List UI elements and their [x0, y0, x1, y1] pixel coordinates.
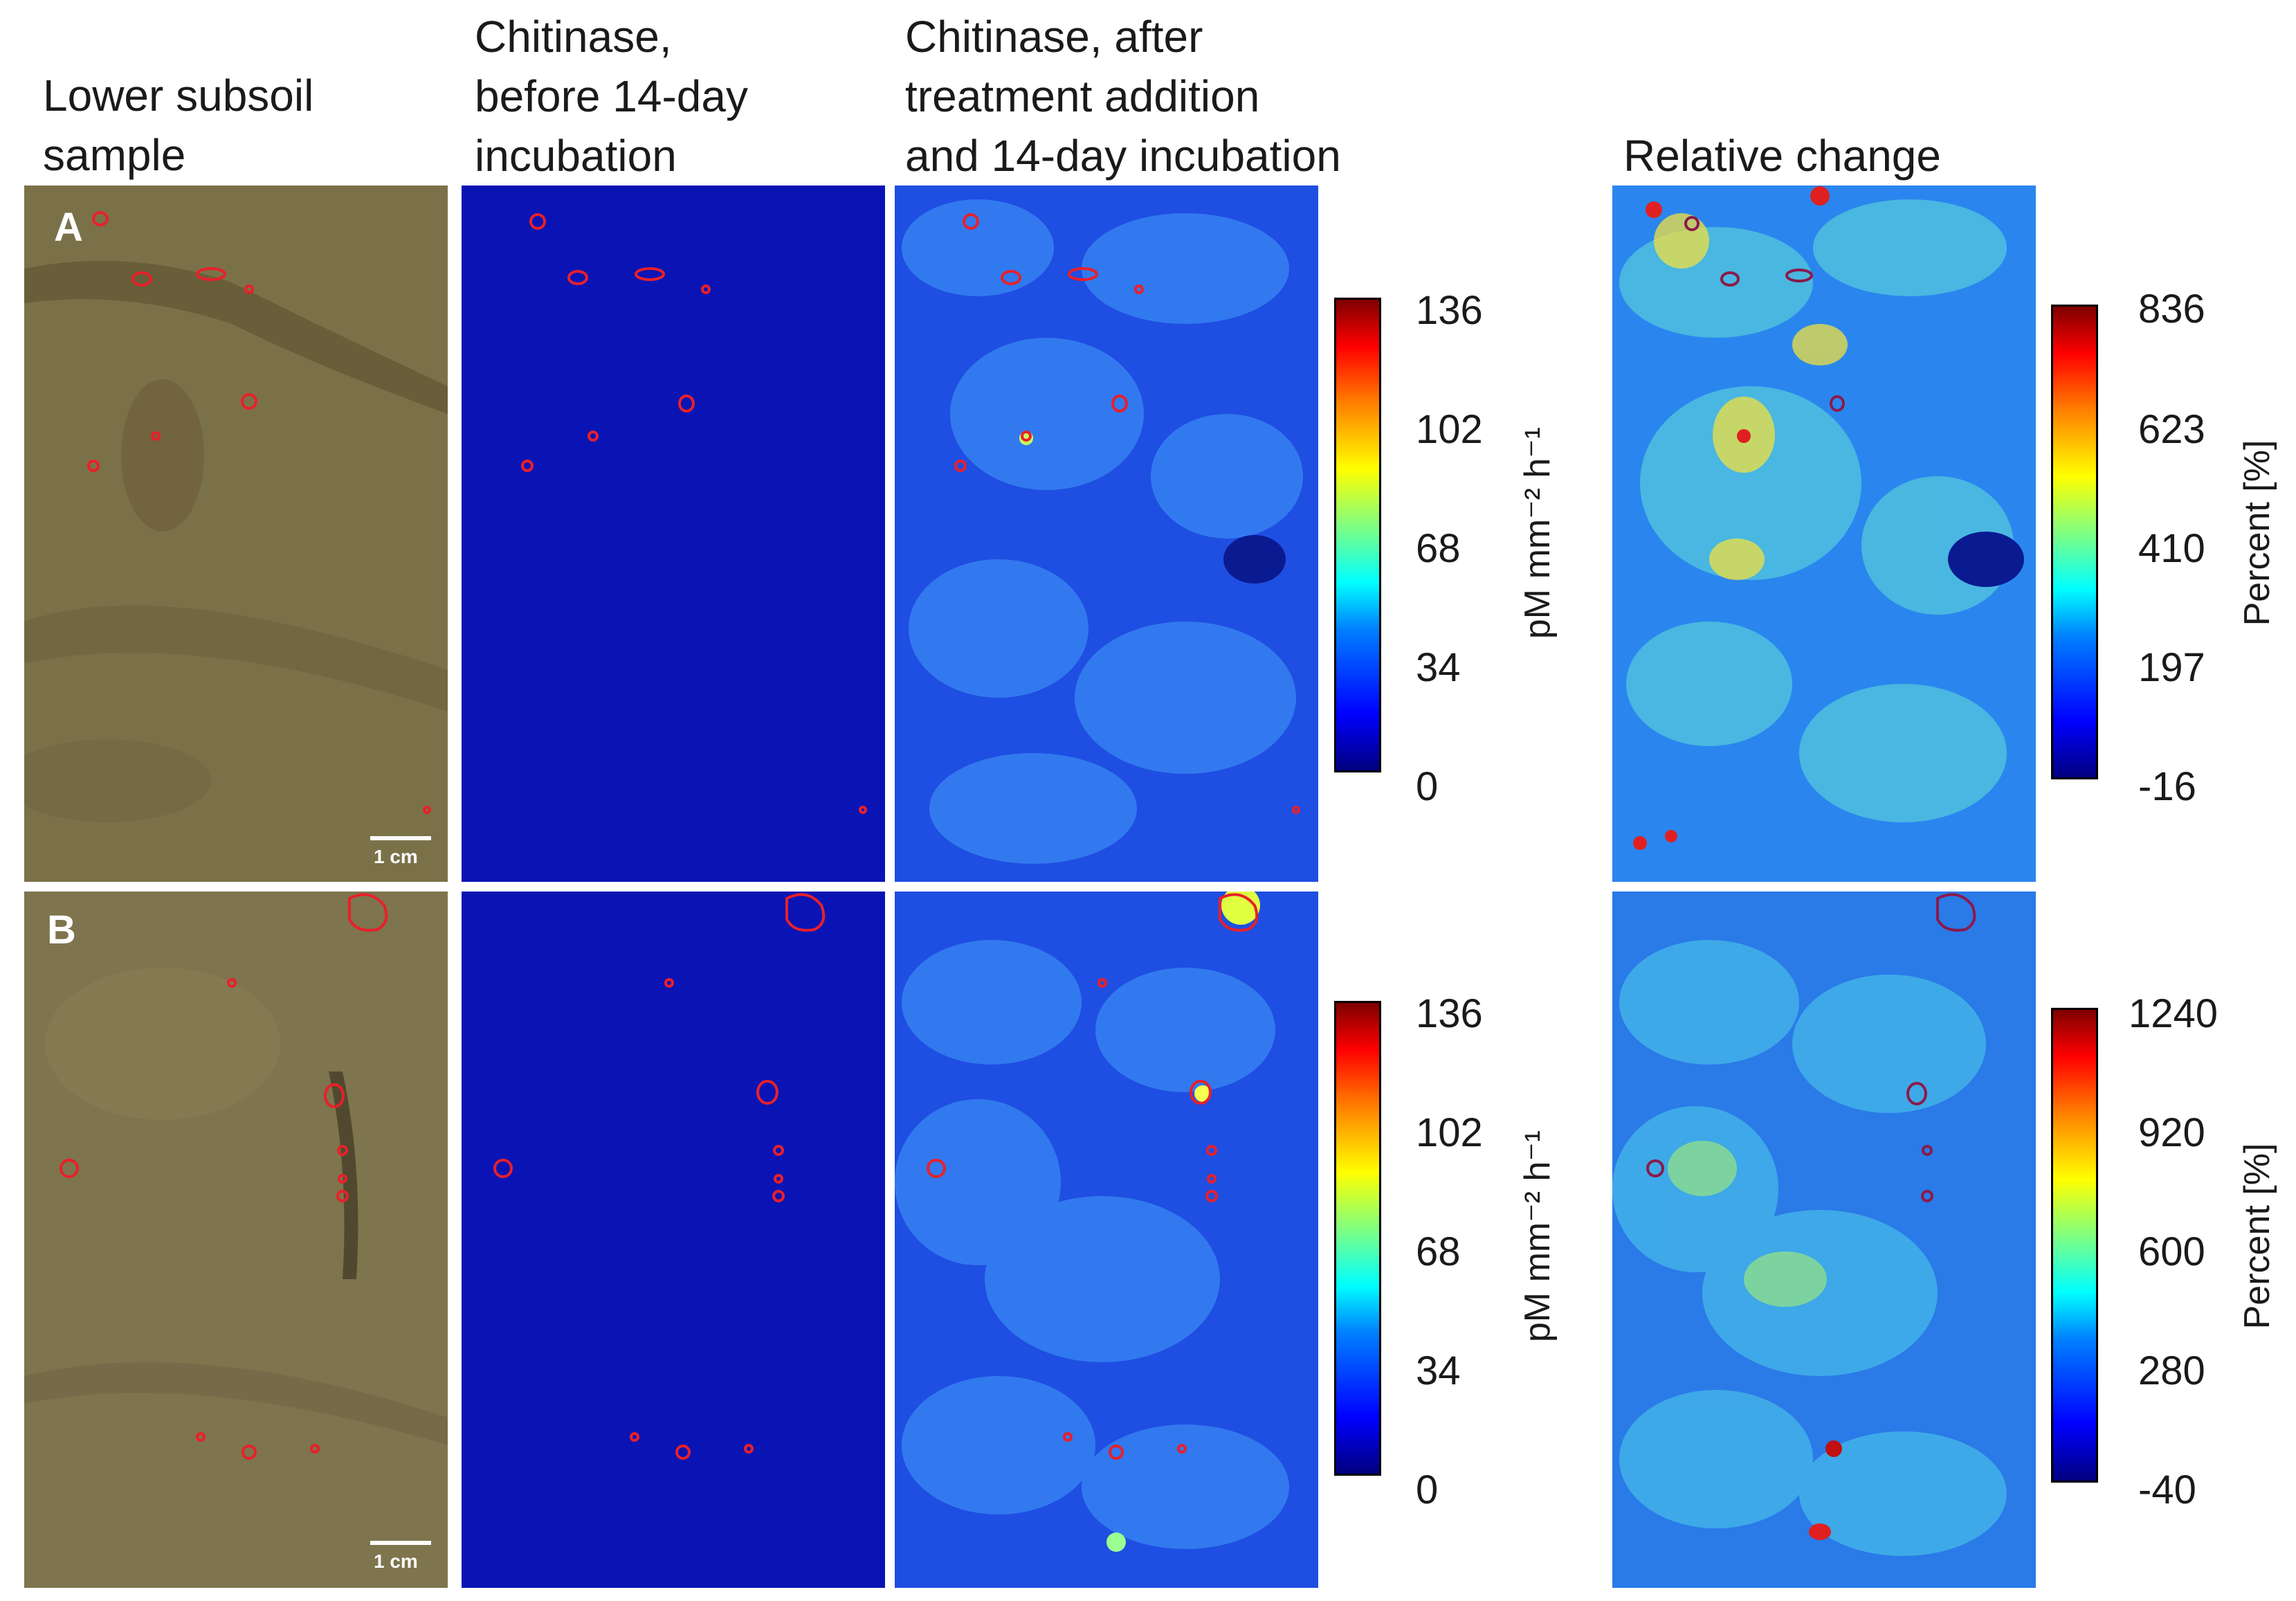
- colorbar-change-b-tick: -40: [2138, 1467, 2196, 1512]
- row-label-a: A: [54, 205, 83, 250]
- row-label-b: B: [47, 907, 76, 952]
- column-heading-relative-change: Relative change: [1623, 131, 1941, 181]
- colorbar-change-a-tick: 410: [2138, 526, 2205, 571]
- colorbar-change-b-tick: 280: [2138, 1348, 2205, 1393]
- colorbar-change-a-tick: -16: [2138, 764, 2196, 809]
- chitinase-before-panel-a: [462, 186, 885, 882]
- colorbar-enzyme-b-tick: 102: [1416, 1110, 1483, 1155]
- colorbar-change-b-unit: Percent [%]: [2237, 1143, 2277, 1330]
- colorbar-enzyme-b-tick: 68: [1416, 1229, 1461, 1274]
- colorbar-enzyme-a-tick: 136: [1416, 288, 1483, 333]
- relative-change-panel-b: [1612, 892, 2036, 1588]
- chitinase-after-panel-b: [895, 892, 1318, 1588]
- colorbar-change-a-tick: 836: [2138, 287, 2205, 332]
- colorbar-change-a: [2051, 305, 2098, 779]
- chitinase-after-panel-a: [895, 186, 1318, 882]
- column-heading-soil-sample: Lower subsoil sample: [43, 71, 314, 180]
- colorbar-enzyme-a: [1334, 298, 1381, 772]
- colorbar-enzyme-a-unit: pM mm⁻² h⁻¹: [1518, 426, 1558, 640]
- colorbar-enzyme-a-tick: 0: [1416, 764, 1439, 809]
- chitinase-before-panel-b: [462, 892, 885, 1588]
- colorbar-change-b-tick: 1240: [2129, 991, 2218, 1036]
- scale-bar-label-a: 1 cm: [374, 846, 418, 867]
- colorbar-enzyme-b: [1334, 1001, 1381, 1476]
- colorbar-change-a-tick: 623: [2138, 407, 2205, 452]
- colorbar-enzyme-b-unit: pM mm⁻² h⁻¹: [1518, 1130, 1558, 1343]
- colorbar-enzyme-a-tick: 68: [1416, 526, 1461, 571]
- column-heading-after-incubation: Chitinase, after treatment addition and …: [905, 12, 1341, 181]
- scale-bar-label-b: 1 cm: [374, 1550, 418, 1572]
- colorbar-enzyme-a-tick: 102: [1416, 407, 1483, 452]
- colorbar-change-a-unit: Percent [%]: [2237, 440, 2277, 626]
- column-heading-before-incubation: Chitinase, before 14-day incubation: [475, 12, 748, 181]
- soil-photo-panel-a: [24, 186, 448, 882]
- colorbar-enzyme-b-tick: 0: [1416, 1467, 1439, 1512]
- scale-bar-b: [370, 1541, 431, 1545]
- colorbar-change-b-tick: 600: [2138, 1229, 2205, 1274]
- soil-photo-panel-b: [24, 892, 448, 1588]
- colorbar-enzyme-b-tick: 34: [1416, 1348, 1461, 1393]
- colorbar-change-a-tick: 197: [2138, 645, 2205, 690]
- relative-change-panel-a: [1612, 186, 2036, 882]
- colorbar-change-b: [2051, 1008, 2098, 1483]
- colorbar-change-b-tick: 920: [2138, 1110, 2205, 1155]
- colorbar-enzyme-b-tick: 136: [1416, 991, 1483, 1036]
- colorbar-enzyme-a-tick: 34: [1416, 645, 1461, 690]
- scale-bar-a: [370, 836, 431, 840]
